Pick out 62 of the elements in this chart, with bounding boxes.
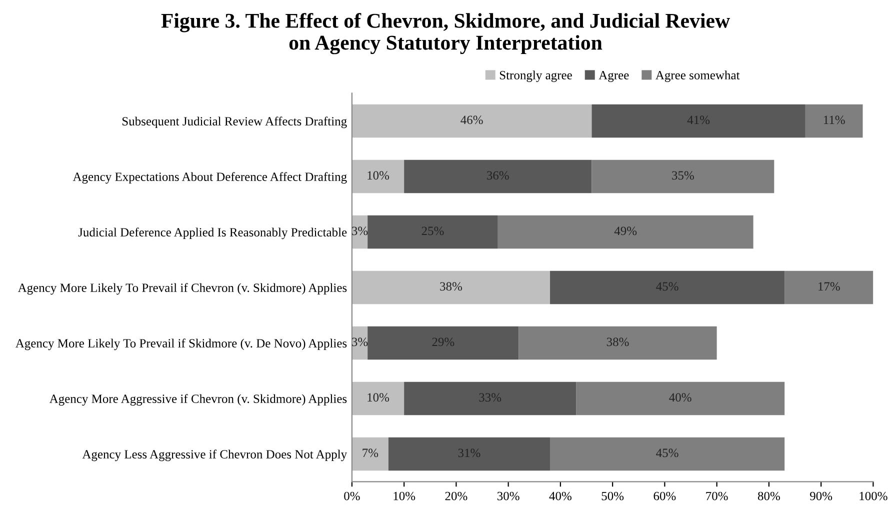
data-label: 3% [352, 338, 368, 346]
x-tick-label: 90% [810, 492, 832, 500]
x-tick-label: 50% [602, 492, 624, 500]
x-tick-label: 0% [344, 492, 360, 500]
x-tick-label: 30% [497, 492, 520, 500]
data-label: 49% [614, 226, 637, 236]
data-label: 10% [368, 171, 390, 180]
legend-label: Agree somewhat [656, 70, 740, 82]
bar [805, 104, 863, 138]
data-label: 35% [672, 171, 694, 180]
bar [592, 104, 806, 138]
bar [498, 215, 754, 249]
y-tick-label: Agency Less Aggressive if Chevron Does Not Apply [82, 450, 348, 462]
data-label: 33% [479, 393, 502, 402]
bar [352, 160, 404, 194]
data-label: 7% [362, 448, 378, 458]
x-tick-label: 60% [654, 492, 676, 500]
bar [550, 437, 785, 471]
bar [404, 382, 576, 416]
data-label: 40% [669, 393, 692, 402]
bar [352, 270, 550, 304]
x-tick-label: 80% [758, 492, 780, 500]
bar [388, 437, 550, 471]
data-label: 41% [687, 116, 710, 124]
bar [576, 382, 785, 416]
x-tick-label: 20% [445, 492, 468, 500]
x-tick-label: 10% [394, 492, 416, 500]
bar [404, 160, 592, 194]
data-label: 3% [352, 226, 368, 236]
data-label: 38% [606, 338, 629, 346]
x-tick-label: 40% [549, 492, 572, 500]
legend-label: Strongly agree [500, 70, 572, 82]
y-tick-label: Agency More Likely To Prevail if Skidmore (v. De Novo) Applies [16, 338, 347, 350]
y-tick-label: Agency Expectations About Deference Affect Drafting [72, 172, 347, 184]
y-tick-label: Subsequent Judicial Review Affects Drafting [122, 116, 347, 128]
data-label: 10% [368, 393, 390, 402]
bar [352, 382, 404, 416]
bar [518, 326, 717, 360]
data-label: 36% [487, 171, 509, 180]
data-label: 29% [432, 338, 454, 346]
data-label: 46% [460, 116, 483, 124]
data-label: 31% [458, 448, 480, 458]
x-tick-label: 100% [860, 492, 888, 500]
legend-label: Agree [598, 71, 629, 82]
data-label: 38% [440, 282, 462, 291]
bar [592, 160, 774, 194]
bar [784, 270, 874, 304]
bar [352, 437, 388, 471]
y-tick-label: Agency More Aggressive if Chevron (v. Skidmore) Applies [49, 394, 347, 406]
bar [368, 215, 498, 249]
y-tick-label: Judicial Deference Applied Is Reasonably Predictable [78, 228, 347, 240]
bar [352, 104, 592, 138]
data-label: 45% [656, 448, 678, 458]
bar [550, 270, 785, 304]
data-label: 45% [656, 282, 678, 291]
bar [368, 326, 519, 360]
chart-title: Figure 3. The Effect of Chevron, Skidmore, and Judicial Review on Agency Statutory Interpretation [161, 12, 730, 54]
data-label: 11% [824, 116, 845, 124]
data-label: 17% [818, 282, 840, 291]
y-tick-label: Agency More Likely To Prevail if Chevron (v. Skidmore) Applies [18, 283, 347, 295]
data-label: 25% [422, 226, 444, 236]
x-tick-label: 70% [706, 492, 728, 500]
